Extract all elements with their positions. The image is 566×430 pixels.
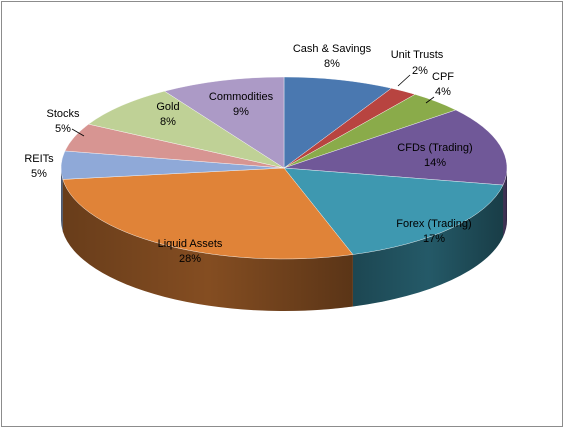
percent-commodities: 9% xyxy=(233,106,249,118)
percent-liquid-assets: 28% xyxy=(179,253,201,265)
label-liquid-assets: Liquid Assets xyxy=(158,238,223,250)
slice-cash-savings[interactable] xyxy=(283,76,392,169)
leader-line-unit-trusts xyxy=(397,74,411,87)
label-cpf: CPF xyxy=(432,71,454,83)
slice-cfds-trading-[interactable] xyxy=(283,109,508,186)
label-stocks: Stocks xyxy=(46,108,80,120)
label-gold: Gold xyxy=(156,101,179,113)
percent-forex-trading-: 17% xyxy=(423,233,445,245)
slice-side-shade xyxy=(503,168,507,238)
percent-cpf: 4% xyxy=(435,86,451,98)
percent-gold: 8% xyxy=(160,116,176,128)
label-commodities: Commodities xyxy=(209,91,274,103)
slice-side-shade xyxy=(352,185,504,307)
slice-side-shade xyxy=(62,179,353,312)
label-unit-trusts: Unit Trusts xyxy=(391,49,444,61)
percent-reits: 5% xyxy=(31,168,47,180)
leader-line-stocks xyxy=(71,128,85,137)
label-forex-trading-: Forex (Trading) xyxy=(396,218,471,230)
percent-stocks: 5% xyxy=(55,123,71,135)
leader-line-cpf xyxy=(425,96,435,104)
percent-unit-trusts: 2% xyxy=(412,65,428,77)
percent-cash-savings: 8% xyxy=(324,58,340,70)
label-reits: REITs xyxy=(24,153,54,165)
slice-gold[interactable] xyxy=(88,90,285,169)
slice-commodities[interactable] xyxy=(164,76,285,169)
label-cash-savings: Cash & Savings xyxy=(293,43,372,55)
percent-cfds-trading-: 14% xyxy=(424,157,446,169)
slice-side-shade xyxy=(61,168,63,232)
slice-liquid-assets[interactable] xyxy=(62,167,354,260)
label-cfds-trading-: CFDs (Trading) xyxy=(397,142,472,154)
slice-forex-trading-[interactable] xyxy=(283,167,504,255)
